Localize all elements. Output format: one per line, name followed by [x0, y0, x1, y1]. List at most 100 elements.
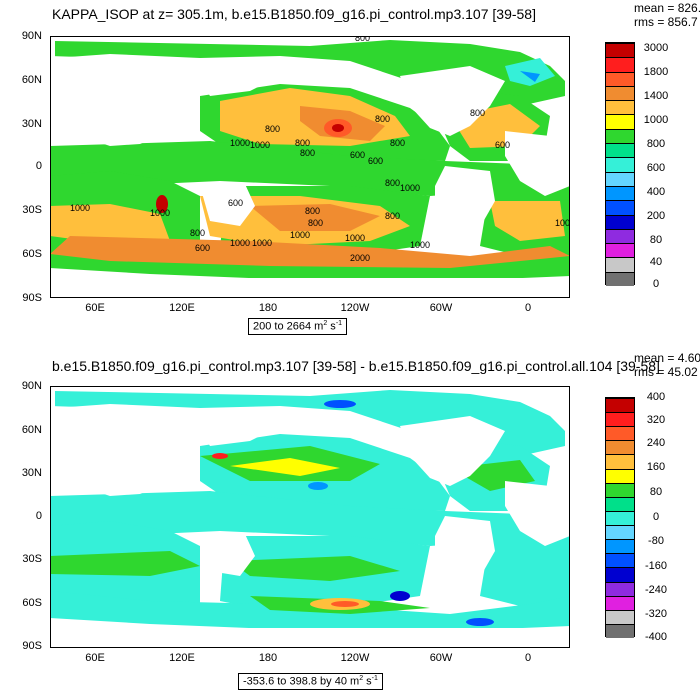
- panel2-range-text: -353.6 to 398.8 by 40 m: [243, 675, 360, 688]
- panel1-lon-tick: 180: [258, 302, 278, 314]
- panel2-mean: mean = 4.602: [634, 351, 700, 365]
- panel1-range-sup: 2: [323, 320, 328, 327]
- panel2-colorbar-label: 400: [646, 391, 666, 403]
- panel2-range-unit: s: [363, 675, 372, 688]
- contour-label: 1000: [250, 140, 270, 150]
- panel2-lon-tick: 0: [524, 652, 532, 664]
- contour-label: 800: [300, 148, 315, 158]
- contour-label: 1000: [70, 203, 90, 213]
- panel1-colorbar-swatch: [606, 157, 634, 173]
- contour-label: 600: [350, 150, 365, 160]
- panel2-lon-tick: 120E: [169, 652, 195, 664]
- panel2-colorbar-swatch: [606, 595, 634, 611]
- panel2-colorbar-swatch: [606, 510, 634, 526]
- panel1-colorbar-label: 3000: [643, 42, 669, 54]
- contour-label: 600: [368, 156, 383, 166]
- panel1-lon-tick: 60E: [85, 302, 105, 314]
- panel1-colorbar-swatch: [606, 214, 634, 230]
- contour-label: 1000: [400, 183, 420, 193]
- contour-label: 800: [355, 36, 370, 43]
- panel1-colorbar-swatch: [606, 185, 634, 201]
- panel2-colorbar: [605, 397, 635, 639]
- panel1-lat-tick: 30S: [22, 204, 42, 216]
- panel2-range-sup: 2: [359, 675, 364, 682]
- contour-label: 800: [385, 178, 400, 188]
- panel1-ocean: [50, 40, 570, 281]
- panel1-colorbar-label: 1800: [643, 66, 669, 78]
- panel1-lon-tick: 120E: [169, 302, 195, 314]
- panel1-colorbar-swatch: [606, 257, 634, 273]
- contour-label: 1000: [555, 218, 570, 228]
- panel2-colorbar-label: -320: [644, 608, 668, 620]
- contour-label: 800: [375, 114, 390, 124]
- panel1-lon-tick: 120W: [340, 302, 370, 314]
- panel1-land: [50, 56, 570, 298]
- panel1-colorbar-label: 80: [649, 234, 663, 246]
- panel1-rms: rms = 856.7: [634, 15, 698, 29]
- panel1-range-unit: s: [327, 320, 336, 333]
- panel2-range-box: -353.6 to 398.8 by 40 m2 s-1: [238, 673, 383, 690]
- panel2-range-sup2: -1: [371, 675, 378, 682]
- panel1-contour-labels: 8008001000800800800800100060060080060080…: [70, 36, 570, 263]
- panel1-lat-tick: 90N: [21, 30, 42, 42]
- panel1-lat-tick: 60N: [21, 74, 42, 86]
- panel1-lon-tick: 0: [524, 302, 532, 314]
- panel1-colorbar-label: 0: [652, 278, 660, 290]
- panel2-colorbar-label: 320: [646, 414, 666, 426]
- panel2-lon-tick: 180: [258, 652, 278, 664]
- panel1-colorbar: [605, 42, 635, 287]
- contour-label: 800: [390, 138, 405, 148]
- contour-label: 800: [265, 124, 280, 134]
- panel2-colorbar-label: 160: [646, 461, 666, 473]
- panel2-colorbar-swatch: [606, 398, 634, 413]
- panel2-land: [50, 406, 570, 648]
- panel2-title: b.e15.B1850.f09_g16.pi_control.mp3.107 […: [52, 358, 660, 374]
- panel1-range-sup2: -1: [335, 320, 343, 327]
- panel1-lon-tick: 60W: [429, 302, 453, 314]
- panel2-lat-tick: 90N: [21, 380, 42, 392]
- contour-label: 800: [305, 206, 320, 216]
- panel1-lat-tick: 30N: [21, 118, 42, 130]
- panel1-colorbar-swatch: [606, 57, 634, 73]
- panel1-colorbar-label: 1000: [643, 114, 669, 126]
- panel1-colorbar-swatch: [606, 43, 634, 58]
- panel2-colorbar-swatch: [606, 553, 634, 568]
- contour-label: 1000: [345, 233, 365, 243]
- panel1-colorbar-swatch: [606, 128, 634, 144]
- contour-label: 800: [385, 211, 400, 221]
- panel1-colorbar-swatch: [606, 171, 634, 187]
- contour-label: 800: [190, 228, 205, 238]
- contour-label: 800: [308, 218, 323, 228]
- panel2-colorbar-swatch: [606, 440, 634, 455]
- panel2-colorbar-swatch: [606, 567, 634, 583]
- panel2-colorbar-swatch: [606, 609, 634, 625]
- panel2-colorbar-swatch: [606, 482, 634, 498]
- panel2-lon-tick: 60E: [85, 652, 105, 664]
- panel1-map: 8008001000800800800800100060060080060080…: [50, 36, 570, 298]
- panel2-colorbar-swatch: [606, 412, 634, 427]
- contour-label: 1000: [252, 238, 272, 248]
- panel2-colorbar-label: -160: [644, 560, 668, 572]
- panel2-colorbar-swatch: [606, 525, 634, 540]
- panel1-colorbar-swatch: [606, 228, 634, 244]
- panel2-colorbar-swatch: [606, 581, 634, 597]
- panel2-map: [50, 386, 570, 648]
- panel1-lat-tick: 90S: [22, 292, 42, 304]
- panel1-colorbar-swatch: [606, 200, 634, 216]
- panel2-colorbar-label: 240: [646, 437, 666, 449]
- panel1-colorbar-label: 200: [646, 210, 666, 222]
- panel2-lon-tick: 60W: [429, 652, 453, 664]
- panel1-range-box: 200 to 2664 m2 s-1: [248, 318, 348, 335]
- panel1-colorbar-label: 1400: [643, 90, 669, 102]
- panel1-colorbar-swatch: [606, 243, 634, 258]
- panel2-colorbar-label: -240: [644, 584, 668, 596]
- panel1-colorbar-label: 800: [646, 138, 666, 150]
- contour-label: 1000: [410, 240, 430, 250]
- panel1-title: KAPPA_ISOP at z= 305.1m, b.e15.B1850.f09…: [52, 6, 536, 22]
- panel1-mean: mean = 826.8: [634, 1, 700, 15]
- contour-label: 600: [195, 243, 210, 253]
- contour-label: 800: [470, 108, 485, 118]
- panel1-colorbar-label: 600: [646, 162, 666, 174]
- panel1-frame: [50, 36, 570, 298]
- panel1-colorbar-swatch: [606, 85, 634, 101]
